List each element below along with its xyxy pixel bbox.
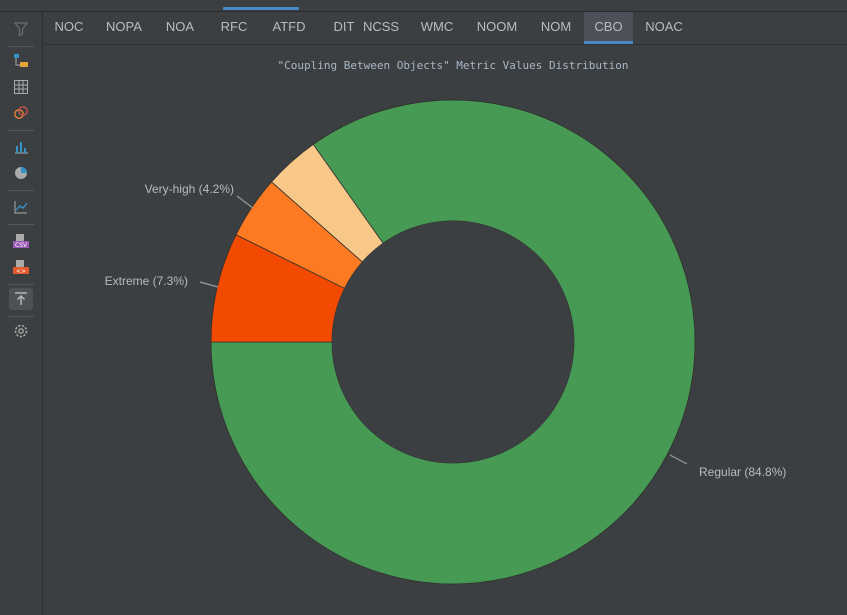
tab-wmc[interactable]: WMC [420,19,454,34]
donut-hole [332,221,574,463]
slice-leader-line [199,281,219,288]
slice-label: Very-high (4.2%) [145,182,234,196]
tab-ncss[interactable]: NCSS [362,19,400,34]
tab-noc[interactable]: NOC [54,19,84,34]
donut-chart: Regular (84.8%) Very-high (4.2%) Extreme (… [105,99,786,585]
filter-icon[interactable] [9,18,33,40]
svg-text:CSV: CSV [15,242,28,249]
tab-cbo[interactable]: CBO [584,12,633,44]
tab-noom[interactable]: NOOM [476,19,518,34]
tab-noa[interactable]: NOA [165,19,195,34]
circles-icon[interactable] [9,102,33,124]
left-toolbar: CSV <> [0,12,43,615]
export-xml-icon[interactable]: <> [9,256,33,278]
export-csv-icon[interactable]: CSV [9,230,33,252]
tab-noac[interactable]: NOAC [645,19,683,34]
pie-chart-icon[interactable] [9,162,33,184]
chart-title: "Coupling Between Objects" Metric Values… [277,59,629,72]
tab-rfc[interactable]: RFC [220,19,248,34]
slice-label: Extreme (7.3%) [105,274,188,288]
settings-icon[interactable] [9,320,33,342]
export-up-icon[interactable] [9,288,33,310]
line-chart-icon[interactable] [9,196,33,218]
tab-atfd[interactable]: ATFD [272,19,306,34]
slice-leader-line [236,195,254,209]
tab-dit[interactable]: DIT [333,19,355,34]
top-tool-strip [0,0,847,12]
bar-chart-icon[interactable] [9,136,33,158]
grid-icon[interactable] [9,76,33,98]
class-tree-icon[interactable] [9,50,33,72]
tab-nom[interactable]: NOM [540,19,572,34]
svg-text:<>: <> [16,268,26,275]
metric-tabs: NOC NOPA NOA RFC ATFD DIT NCSS WMC NOOM … [43,12,847,45]
slice-leader-line [669,454,688,465]
tab-nopa[interactable]: NOPA [106,19,142,34]
slice-label: Regular (84.8%) [699,465,786,479]
active-tool-indicator [223,7,299,10]
